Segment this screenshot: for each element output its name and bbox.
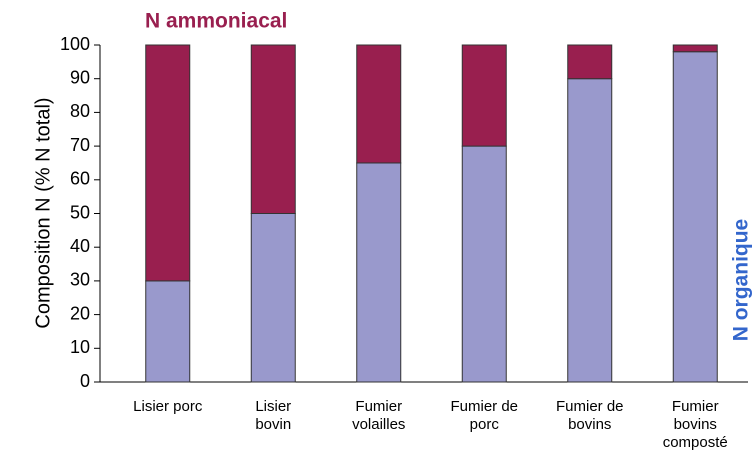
x-tick-label: Fumier bovins composté (662, 398, 728, 451)
legend-label: N organique (730, 219, 753, 342)
x-tick-label: Lisier bovin (255, 398, 292, 433)
y-axis-label: Composition N (% N total) (32, 97, 54, 328)
y-tick-label: 0 (80, 371, 90, 391)
y-tick-label: 60 (70, 169, 90, 189)
y-tick-label: 10 (70, 337, 90, 357)
y-tick-label: 70 (70, 135, 90, 155)
bar-segment (672, 44, 718, 53)
x-tick-label: Fumier volailles (352, 398, 406, 433)
x-tick-label: Fumier de porc (450, 398, 519, 433)
y-tick-label: 90 (70, 67, 90, 87)
bar-segment (145, 44, 191, 282)
y-tick-label: 20 (70, 303, 90, 323)
y-tick-label: 30 (70, 270, 90, 290)
bar-segment (567, 44, 613, 80)
y-tick-label: 50 (70, 202, 90, 222)
bar-segment (250, 213, 296, 383)
y-tick-label: 100 (60, 34, 90, 54)
bar-segment (356, 44, 402, 164)
y-tick-label: 40 (70, 236, 90, 256)
bar-segment (567, 78, 613, 383)
x-tick-label: Fumier de bovins (555, 398, 624, 433)
bar-segment (461, 145, 507, 383)
y-tick-label: 80 (70, 101, 90, 121)
bar-segment (672, 51, 718, 383)
x-tick-label: Lisier porc (133, 398, 203, 415)
legend-label: N ammoniacal (145, 10, 287, 33)
bar-segment (250, 44, 296, 214)
bar-segment (356, 162, 402, 383)
bar-segment (461, 44, 507, 147)
bar-segment (145, 280, 191, 383)
